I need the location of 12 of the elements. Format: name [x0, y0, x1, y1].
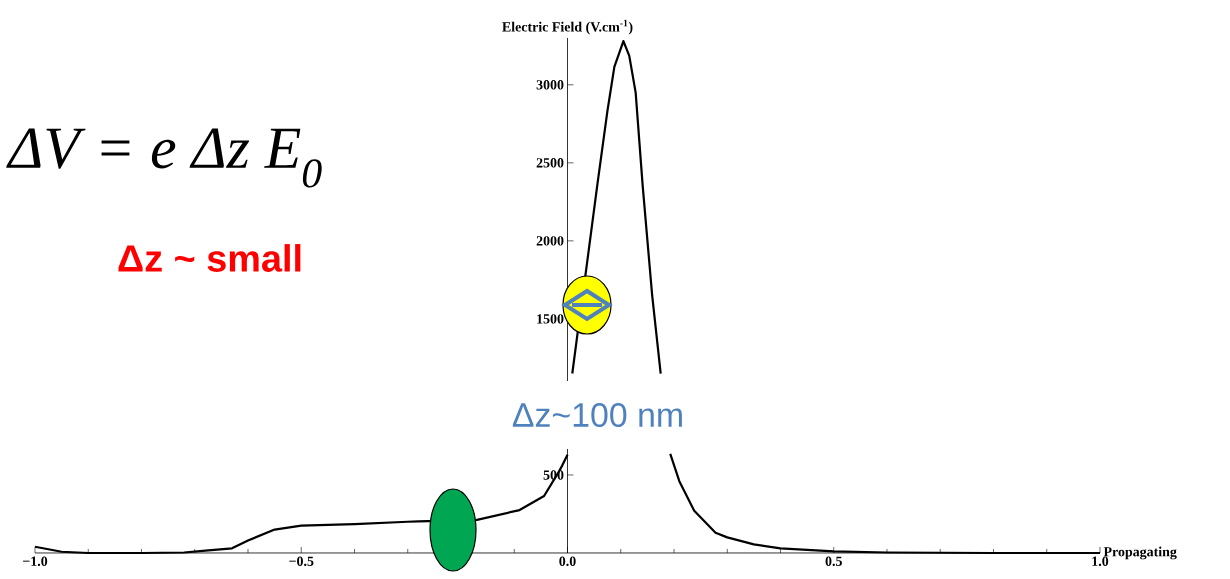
x-tick-label: 0.0: [559, 556, 576, 566]
y-tick-label: 2500: [536, 158, 564, 168]
x-tick-label: 0.5: [825, 556, 842, 566]
annotation: Δz ~ small: [118, 244, 301, 272]
annotation: ΔV = e Δz E$_{0}$: [6, 128, 322, 188]
y-axis-title: Electric Field (V.cm$^{-1}$): [502, 19, 633, 35]
x-tick-label: −1.0: [23, 556, 48, 566]
y-tick-label: 3000: [536, 80, 564, 90]
x-tick-label: −0.5: [289, 556, 314, 566]
y-tick-label: 1500: [537, 314, 564, 324]
y-tick-label: 2000: [536, 236, 564, 246]
annotation: Δz~100 nm: [512, 402, 682, 427]
